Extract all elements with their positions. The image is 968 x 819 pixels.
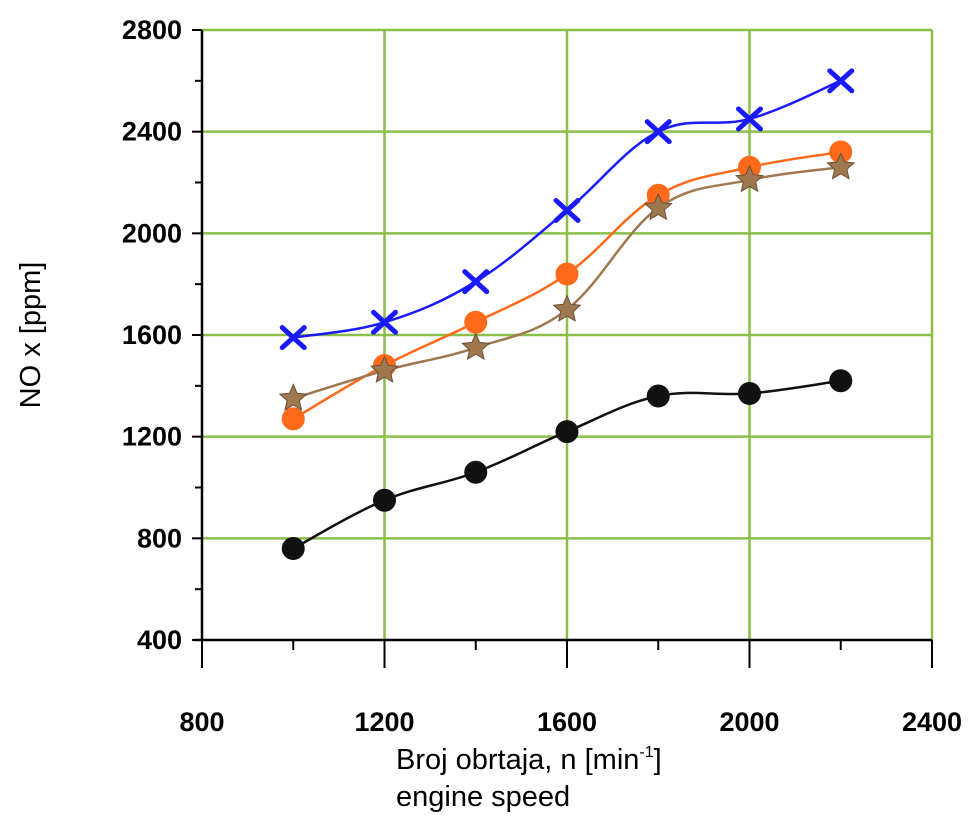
- marker-star: [370, 355, 399, 383]
- marker-star: [826, 152, 856, 180]
- marker-circle: [555, 262, 579, 286]
- marker-star: [552, 294, 582, 322]
- x-axis-label-close: ]: [654, 744, 662, 776]
- y-tick-label: 800: [137, 523, 182, 553]
- marker-x: [462, 269, 490, 295]
- y-tick-label: 2800: [122, 15, 182, 45]
- marker-circle: [829, 369, 853, 393]
- marker-x: [736, 106, 763, 132]
- marker-circle: [281, 407, 305, 431]
- marker-circle: [738, 381, 761, 405]
- x-tick-label: 1200: [354, 707, 414, 737]
- y-tick-label: 2000: [122, 218, 182, 248]
- x-tick-label: 1600: [537, 707, 597, 737]
- x-axis-label: Broj obrtaja, n [min-1]: [396, 744, 662, 776]
- marker-star: [461, 332, 491, 361]
- series-1: [279, 68, 855, 351]
- marker-circle: [464, 310, 488, 334]
- axes: [192, 29, 933, 668]
- tick-labels: 400 800 1200 1600 2000 2400 2800 800 1200 1600 200…: [122, 15, 962, 737]
- y-tick-label: 1200: [122, 422, 182, 452]
- marker-star: [278, 383, 308, 411]
- series-4: [281, 369, 853, 560]
- series-3: [278, 152, 856, 411]
- x-tick-label: 2000: [719, 707, 779, 737]
- marker-x: [553, 197, 581, 223]
- y-tick-label: 2400: [122, 117, 182, 147]
- marker-x: [827, 68, 855, 94]
- marker-circle: [464, 460, 488, 484]
- marker-star: [643, 192, 673, 221]
- x-axis-label-text: Broj obrtaja, n [min: [396, 744, 639, 776]
- y-tick-label: 1600: [122, 320, 182, 350]
- x-tick-label: 800: [179, 707, 224, 737]
- marker-circle: [373, 488, 396, 512]
- y-axis-label: NO x [ppm]: [15, 262, 47, 409]
- marker-x: [371, 309, 398, 335]
- series-layer: [278, 68, 856, 560]
- x-axis-label-superscript: -1: [639, 744, 653, 761]
- marker-circle: [646, 384, 670, 408]
- marker-x: [644, 119, 672, 145]
- marker-circle: [555, 420, 579, 444]
- y-tick-label: 400: [137, 625, 182, 655]
- x-tick-label: 2400: [902, 707, 962, 737]
- marker-circle: [281, 537, 305, 560]
- marker-x: [279, 325, 307, 351]
- marker-star: [735, 164, 764, 193]
- x-axis-sublabel: engine speed: [396, 781, 570, 813]
